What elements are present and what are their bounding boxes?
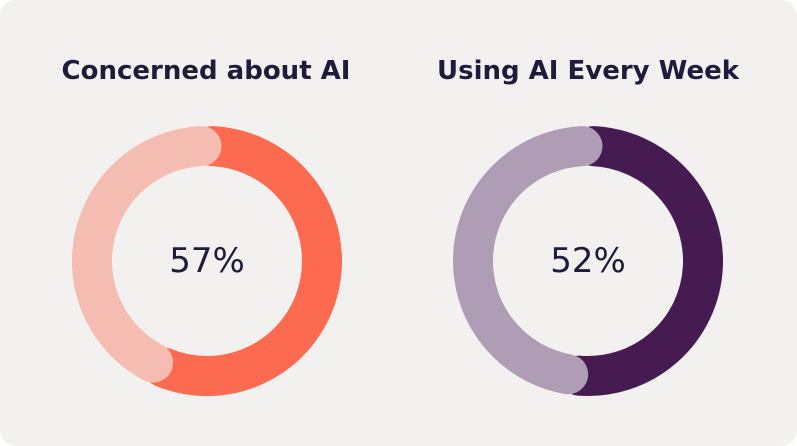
donut-chart-concerned: 57% <box>72 126 342 396</box>
donut-slice-remainder <box>72 126 222 383</box>
chart-title: Using AI Every Week <box>437 56 739 86</box>
donut-chart-weekly-use: 52% <box>453 126 723 396</box>
donut-slice-remainder <box>453 126 603 395</box>
donut-slice-primary <box>559 126 723 396</box>
donut-slice-primary <box>143 126 342 396</box>
center-percentage-label: 57% <box>169 241 245 281</box>
center-percentage-label: 52% <box>550 241 626 281</box>
chart-title: Concerned about AI <box>61 56 351 86</box>
